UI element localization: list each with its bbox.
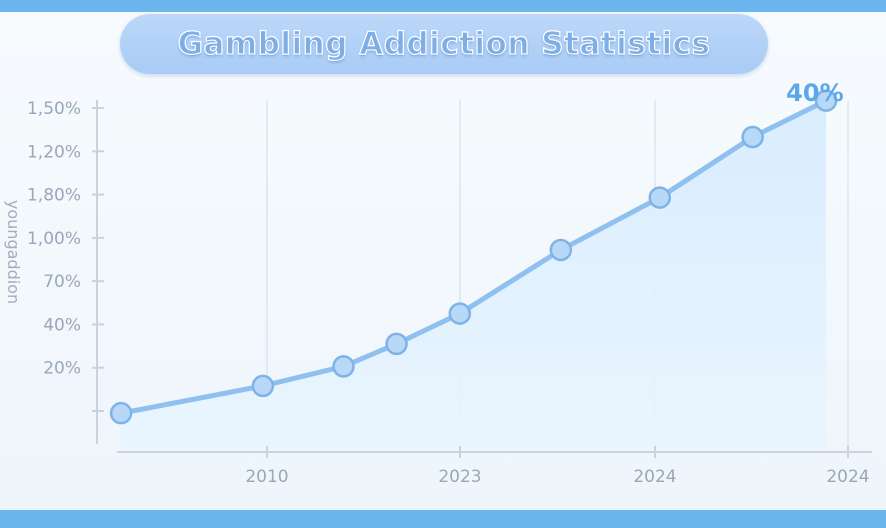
x-tick-label: 2010 — [245, 467, 288, 487]
y-axis-label: youngaddion — [4, 200, 23, 304]
y-tick-label: 1,00% — [27, 229, 81, 249]
data-point — [332, 355, 355, 378]
y-tick-label: 1,50% — [27, 99, 81, 119]
data-point — [385, 332, 408, 356]
y-tick-label: 1,20% — [27, 142, 81, 162]
data-point — [814, 89, 838, 112]
x-tick-label: 2024 — [826, 467, 869, 487]
x-tick-label: 2024 — [633, 467, 676, 487]
y-tick-label: 20% — [43, 359, 81, 379]
y-tick-label: 1,80% — [27, 186, 81, 206]
top-accent-band — [0, 0, 886, 12]
bottom-accent-band — [0, 510, 886, 528]
series-area — [121, 100, 827, 451]
data-point — [741, 125, 764, 149]
x-tick-label: 2023 — [438, 467, 481, 487]
data-point — [549, 238, 573, 262]
title-banner: Gambling Addiction Statistics — [120, 14, 768, 74]
y-axis-ticks: 20% 40% 70% 1,00% 1,80% 1,20% 1,50% — [27, 99, 104, 412]
data-point — [109, 401, 133, 425]
y-tick-label: 40% — [43, 315, 81, 335]
chart-title: Gambling Addiction Statistics — [177, 25, 711, 62]
x-axis-ticks: 2010 2023 2024 2024 — [245, 446, 870, 487]
annotation-label: 40% — [786, 79, 843, 107]
y-tick-label: 70% — [43, 272, 81, 292]
data-point — [251, 374, 275, 398]
series-markers — [109, 89, 838, 425]
data-point — [448, 302, 472, 325]
data-point — [648, 186, 672, 209]
